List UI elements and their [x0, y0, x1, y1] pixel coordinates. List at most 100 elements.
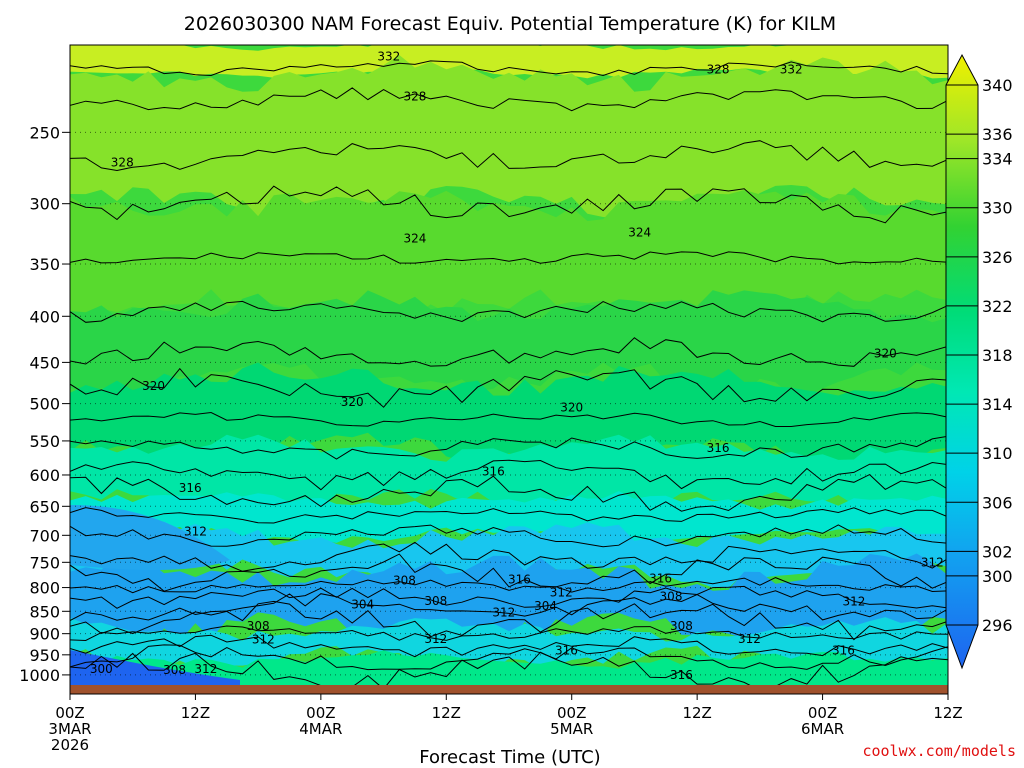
colorbar-tick-label: 296	[982, 616, 1013, 635]
contour-label: 320	[142, 379, 165, 393]
contour-line	[70, 473, 948, 512]
contour-line	[70, 87, 948, 112]
contour-label: 308	[163, 663, 186, 677]
y-tick-label: 300	[29, 195, 60, 214]
contour-line	[70, 251, 948, 265]
contour-line	[70, 625, 948, 642]
contour-label: 308	[424, 594, 447, 608]
theta-e-bands	[70, 45, 948, 694]
y-tick-label: 400	[29, 307, 60, 326]
contour-label: 308	[393, 574, 416, 588]
contour-label: 328	[111, 155, 134, 169]
y-tick-label: 350	[29, 255, 60, 274]
contour-line	[70, 644, 948, 671]
y-tick-label: 250	[29, 123, 60, 142]
x-tick-label: 12Z	[432, 704, 461, 722]
contour-line	[70, 367, 948, 408]
contour-label: 328	[707, 63, 730, 77]
colorbar-tick-label: 318	[982, 346, 1013, 365]
colorbar-tick-label: 300	[982, 567, 1013, 586]
contour-label: 316	[482, 465, 505, 479]
x-tick-label: 3MAR	[48, 720, 91, 738]
colorbar-tick-label: 306	[982, 493, 1013, 512]
x-tick-label: 00Z	[808, 704, 837, 722]
contour-line	[70, 60, 948, 77]
theta-e-band	[70, 650, 948, 694]
contour-line	[70, 553, 948, 592]
x-tick-label: 00Z	[306, 704, 335, 722]
colorbar-tick-label: 326	[982, 248, 1013, 267]
contour-label: 308	[660, 589, 683, 603]
contour-label: 308	[247, 619, 270, 633]
y-tick-label: 500	[29, 395, 60, 414]
theta-e-band	[70, 521, 948, 589]
contour-label: 308	[670, 619, 693, 633]
colorbar-tick-label: 310	[982, 444, 1013, 463]
colorbar-tick-label: 340	[982, 76, 1013, 95]
x-tick-label: 6MAR	[801, 720, 844, 738]
chart-title: 2026030300 NAM Forecast Equiv. Potential…	[184, 13, 836, 35]
y-tick-label: 900	[29, 625, 60, 644]
contour-line	[70, 585, 948, 609]
y-tick-label: 850	[29, 602, 60, 621]
contour-line	[70, 411, 948, 427]
ground-strip	[70, 685, 948, 694]
contour-label: 312	[921, 555, 944, 569]
contour-label: 312	[738, 632, 761, 646]
contour-line	[70, 541, 948, 572]
contour-label: 320	[874, 347, 897, 361]
colorbar-ticks: 340 336 334 330 326 322 318 314 310 306 302 300 296	[946, 76, 1013, 635]
contour-label: 304	[534, 599, 557, 613]
contour-line	[70, 524, 948, 548]
contour-label: 312	[424, 632, 447, 646]
contour-label: 316	[508, 573, 531, 587]
x-tick-label: 4MAR	[299, 720, 342, 738]
y-tick-label: 750	[29, 553, 60, 572]
contour-line	[70, 577, 948, 594]
theta-e-band	[70, 55, 948, 224]
contour-label: 312	[492, 606, 515, 620]
contour-label: 324	[403, 232, 426, 246]
theta-e-band	[70, 617, 948, 673]
contour-label: 324	[628, 226, 651, 240]
contour-label: 332	[780, 63, 803, 77]
theta-e-band	[70, 553, 948, 648]
contour-label: 312	[252, 633, 275, 647]
colorbar-tick-label: 314	[982, 395, 1013, 414]
contour-label: 312	[550, 585, 573, 599]
contour-label: 332	[377, 50, 400, 64]
contour-line	[70, 300, 948, 323]
x-tick-label: 5MAR	[550, 720, 593, 738]
y-tick-label: 650	[29, 497, 60, 516]
x-tick-label: 00Z	[557, 704, 586, 722]
colorbar-tick-label: 322	[982, 297, 1013, 316]
contour-line	[70, 185, 948, 224]
y-tick-label: 550	[29, 432, 60, 451]
contour-label: 316	[832, 644, 855, 658]
y-tick-label: 1000	[19, 666, 60, 685]
x-tick-label: 12Z	[933, 704, 962, 722]
colorbar-tick-label: 302	[982, 542, 1013, 561]
contour-lines	[70, 60, 948, 691]
y-tick-label: 600	[29, 466, 60, 485]
y-tick-label: 950	[29, 646, 60, 665]
cold-pocket	[70, 650, 240, 694]
contour-line	[70, 600, 948, 641]
theta-e-band	[70, 491, 948, 544]
contour-label: 316	[649, 572, 672, 586]
contour-label: 320	[341, 395, 364, 409]
y-axis: 250 300 350 400 450 500 550 600 650 700 750 800 850 9…	[19, 123, 70, 685]
contour-label: 316	[555, 644, 578, 658]
x-tick-label: 2026	[51, 736, 89, 754]
contour-label: 316	[670, 668, 693, 682]
cool-layer	[70, 505, 230, 570]
contour-label: 320	[560, 401, 583, 415]
contour-line	[70, 507, 948, 524]
y-tick-label: 700	[29, 526, 60, 545]
contour-line	[70, 435, 948, 460]
contour-label: 304	[351, 597, 374, 611]
contour-label: 300	[90, 662, 113, 676]
